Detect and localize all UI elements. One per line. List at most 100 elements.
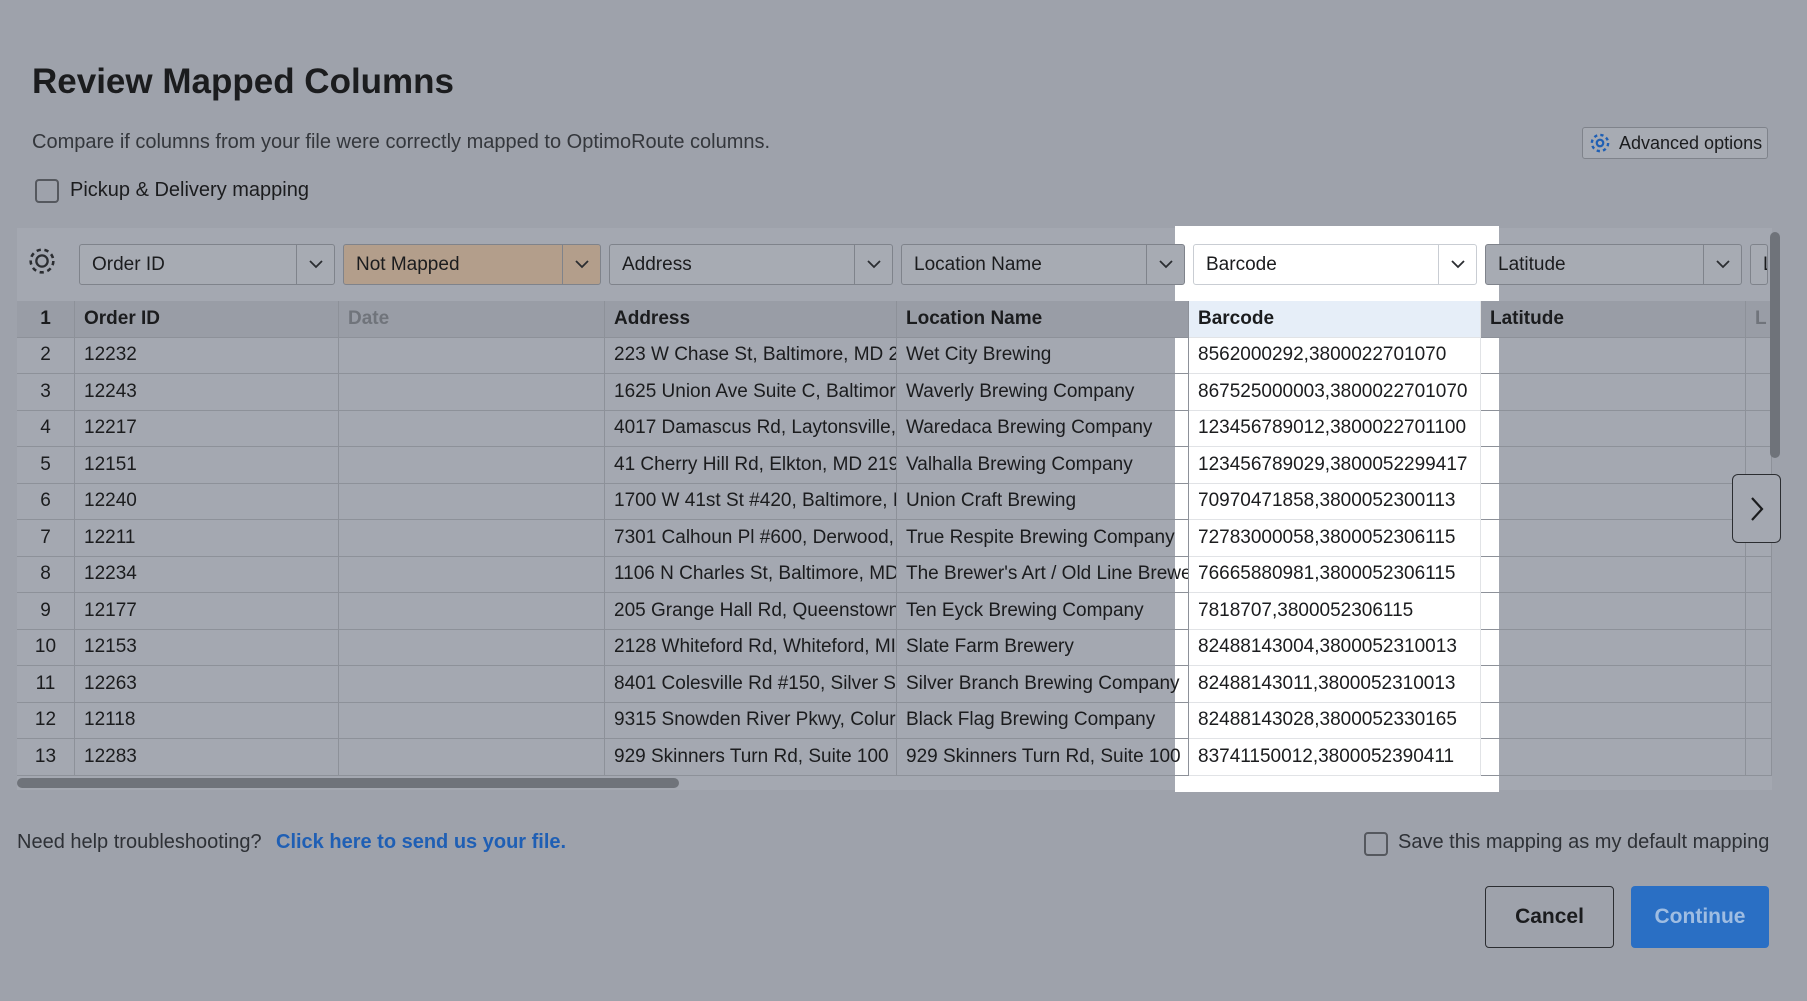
table-cell: 8562000292,3800022701070 — [1189, 337, 1481, 374]
row-number: 8 — [17, 556, 75, 593]
table-cell: 123456789029,3800052299417 — [1189, 447, 1481, 484]
table-cell — [339, 483, 605, 520]
dropdown-value: Address — [622, 253, 692, 275]
table-cell: 223 W Chase St, Baltimore, MD 2 — [605, 337, 897, 374]
cancel-label: Cancel — [1515, 905, 1584, 928]
table-cell: True Respite Brewing Company — [897, 520, 1189, 557]
column-header: Location Name — [897, 301, 1189, 338]
dropdown-chevron — [1703, 245, 1741, 284]
dropdown-chevron — [296, 245, 334, 284]
table-cell — [1746, 410, 1772, 447]
column-header: Barcode — [1189, 301, 1481, 338]
dropdown-value: L — [1763, 254, 1767, 276]
column-mapping-dropdown[interactable]: Address — [609, 244, 893, 285]
table-cell — [339, 629, 605, 666]
dropdown-chevron — [854, 245, 892, 284]
column-settings-icon[interactable] — [25, 244, 65, 284]
table-cell — [1746, 629, 1772, 666]
pickup-delivery-checkbox[interactable] — [35, 179, 59, 203]
table-cell: 1625 Union Ave Suite C, Baltimor — [605, 374, 897, 411]
table-cell: Wet City Brewing — [897, 337, 1189, 374]
table-cell — [1746, 593, 1772, 630]
horizontal-scrollbar[interactable] — [17, 778, 679, 788]
dropdown-value: Order ID — [92, 253, 165, 275]
column-header: Date — [339, 301, 605, 338]
table-cell — [1481, 337, 1746, 374]
table-cell: 12263 — [75, 666, 339, 703]
table-cell: 41 Cherry Hill Rd, Elkton, MD 219 — [605, 447, 897, 484]
table-cell: 12283 — [75, 739, 339, 776]
table-cell: 12177 — [75, 593, 339, 630]
table-cell: 929 Skinners Turn Rd, Suite 100 — [897, 739, 1189, 776]
table-cell: 12243 — [75, 374, 339, 411]
column-header: Address — [605, 301, 897, 338]
table-cell: The Brewer's Art / Old Line Brewe — [897, 556, 1189, 593]
mapping-table: Order ID Not Mapped Address Location Name Ba… — [17, 226, 1772, 792]
column-mapping-dropdown[interactable]: Latitude — [1485, 244, 1742, 285]
table-cell: Waverly Brewing Company — [897, 374, 1189, 411]
table-cell — [1746, 556, 1772, 593]
table-cell: 12217 — [75, 410, 339, 447]
table-cell — [339, 702, 605, 739]
column-header: Latitude — [1481, 301, 1746, 338]
table-cell: 12232 — [75, 337, 339, 374]
dropdown-chevron — [562, 245, 600, 284]
table-cell: 12153 — [75, 629, 339, 666]
column-mapping-dropdown[interactable]: Not Mapped — [343, 244, 601, 285]
dropdown-value: Barcode — [1206, 253, 1277, 275]
vertical-scrollbar[interactable] — [1770, 232, 1780, 458]
row-number: 10 — [17, 629, 75, 666]
chevron-down — [1450, 260, 1465, 269]
table-cell — [1481, 483, 1746, 520]
help-link[interactable]: Click here to send us your file. — [276, 831, 567, 853]
table-cell: Silver Branch Brewing Company — [897, 666, 1189, 703]
table-cell — [1481, 666, 1746, 703]
column-mapping-dropdown[interactable]: Barcode — [1193, 244, 1477, 285]
table-cell — [339, 666, 605, 703]
table-cell — [339, 739, 605, 776]
cancel-button[interactable]: Cancel — [1485, 886, 1614, 948]
table-cell — [1481, 374, 1746, 411]
table-cell: Union Craft Brewing — [897, 483, 1189, 520]
table-cell: 12118 — [75, 702, 339, 739]
row-number: 3 — [17, 374, 75, 411]
table-cell: Slate Farm Brewery — [897, 629, 1189, 666]
table-cell: 72783000058,3800052306115 — [1189, 520, 1481, 557]
table-cell — [1481, 629, 1746, 666]
advanced-options-button[interactable]: Advanced options — [1582, 127, 1768, 159]
scroll-right-button[interactable] — [1732, 474, 1781, 543]
table-cell — [1481, 447, 1746, 484]
table-cell: 82488143004,3800052310013 — [1189, 629, 1481, 666]
table-cell: 2128 Whiteford Rd, Whiteford, MI — [605, 629, 897, 666]
table-cell: Black Flag Brewing Company — [897, 702, 1189, 739]
column-header: Order ID — [75, 301, 339, 338]
table-cell: 9315 Snowden River Pkwy, Colur — [605, 702, 897, 739]
continue-button[interactable]: Continue — [1631, 886, 1769, 948]
table-cell: 82488143011,3800052310013 — [1189, 666, 1481, 703]
table-cell: 205 Grange Hall Rd, Queenstown — [605, 593, 897, 630]
table-cell: 1700 W 41st St #420, Baltimore, I — [605, 483, 897, 520]
table-cell: 867525000003,3800022701070 — [1189, 374, 1481, 411]
table-cell — [339, 556, 605, 593]
table-cell — [1746, 666, 1772, 703]
column-mapping-dropdown[interactable]: L — [1750, 244, 1768, 285]
table-cell — [339, 520, 605, 557]
row-number: 12 — [17, 702, 75, 739]
table-cell — [339, 447, 605, 484]
column-mapping-dropdown[interactable]: Location Name — [901, 244, 1185, 285]
table-cell: 123456789012,3800022701100 — [1189, 410, 1481, 447]
table-cell — [1481, 520, 1746, 557]
column-mapping-dropdown[interactable]: Order ID — [79, 244, 335, 285]
table-cell: Ten Eyck Brewing Company — [897, 593, 1189, 630]
chevron-down — [1715, 260, 1730, 269]
table-cell: 76665880981,3800052306115 — [1189, 556, 1481, 593]
row-number: 5 — [17, 447, 75, 484]
table-cell: 12234 — [75, 556, 339, 593]
save-default-checkbox[interactable] — [1364, 832, 1388, 856]
table-cell — [339, 374, 605, 411]
chevron-down — [1158, 260, 1173, 269]
table-cell: 929 Skinners Turn Rd, Suite 100 — [605, 739, 897, 776]
table-cell — [1481, 593, 1746, 630]
